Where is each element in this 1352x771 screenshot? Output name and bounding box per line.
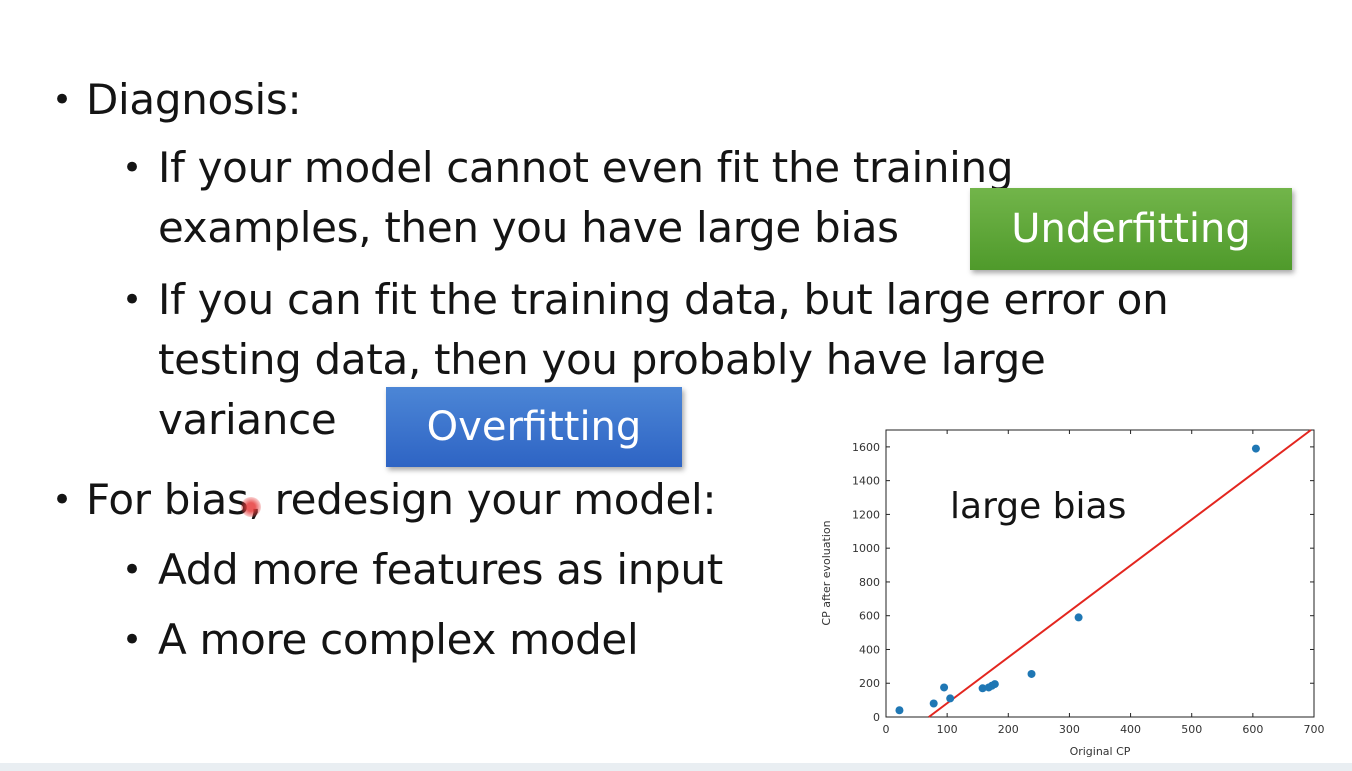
bullet: • (122, 148, 143, 188)
x-tick-label: 300 (1059, 723, 1080, 736)
bottom-bar (0, 763, 1352, 771)
data-points (895, 444, 1260, 715)
axis-ticks: 0 100 200 300 400 500 600 700 0 200 400 600 800 1000 1… (852, 430, 1325, 736)
bullet: • (52, 480, 73, 520)
y-tick-label: 0 (873, 711, 880, 724)
data-point (895, 706, 904, 715)
x-tick-label: 600 (1242, 723, 1263, 736)
data-point (1027, 669, 1036, 678)
pointer-cursor (241, 497, 261, 517)
bullet: • (122, 620, 143, 660)
remedy-complex-model: A more complex model (158, 615, 639, 664)
underfitting-tag: Underfitting (970, 188, 1292, 270)
fit-line (928, 429, 1312, 718)
data-point (990, 680, 999, 689)
overfit-line-2: testing data, then you probably have lar… (158, 335, 1046, 384)
bullet: • (52, 80, 73, 120)
y-tick-label: 400 (859, 643, 880, 656)
y-tick-label: 1600 (852, 441, 880, 454)
bullet: • (122, 550, 143, 590)
remedy-more-features: Add more features as input (158, 545, 723, 594)
chart-annotation: large bias (950, 486, 1126, 527)
bullet: • (122, 280, 143, 320)
underfit-line-2: examples, then you have large bias (158, 203, 899, 252)
scatter-chart: 0 100 200 300 400 500 600 700 0 200 400 600 800 1000 1… (820, 429, 1325, 758)
y-tick-label: 200 (859, 677, 880, 690)
x-tick-label: 0 (883, 723, 890, 736)
x-tick-label: 400 (1120, 723, 1141, 736)
y-axis-label: CP after evoluation (820, 520, 833, 625)
data-point (978, 684, 987, 693)
plot-frame (885, 429, 1315, 718)
underfit-line-1: If your model cannot even fit the traini… (158, 143, 1014, 192)
x-tick-label: 700 (1304, 723, 1325, 736)
x-tick-label: 200 (998, 723, 1019, 736)
y-tick-label: 800 (859, 576, 880, 589)
overfit-line-1: If you can fit the training data, but la… (158, 275, 1169, 324)
y-tick-label: 1000 (852, 542, 880, 555)
diagnosis-heading: Diagnosis: (86, 75, 302, 124)
overfitting-tag: Overfitting (386, 387, 682, 467)
data-point (929, 699, 938, 708)
x-tick-label: 500 (1181, 723, 1202, 736)
data-point (946, 694, 955, 703)
x-axis-label: Original CP (1070, 745, 1131, 758)
x-tick-label: 100 (937, 723, 958, 736)
y-tick-label: 1200 (852, 508, 880, 521)
overfit-line-3: variance (158, 395, 337, 444)
data-point (940, 683, 949, 692)
y-tick-label: 600 (859, 610, 880, 623)
data-point (1074, 613, 1083, 622)
data-point (1251, 444, 1260, 453)
y-tick-label: 1400 (852, 475, 880, 488)
bias-heading: For bias, redesign your model: (86, 475, 717, 524)
